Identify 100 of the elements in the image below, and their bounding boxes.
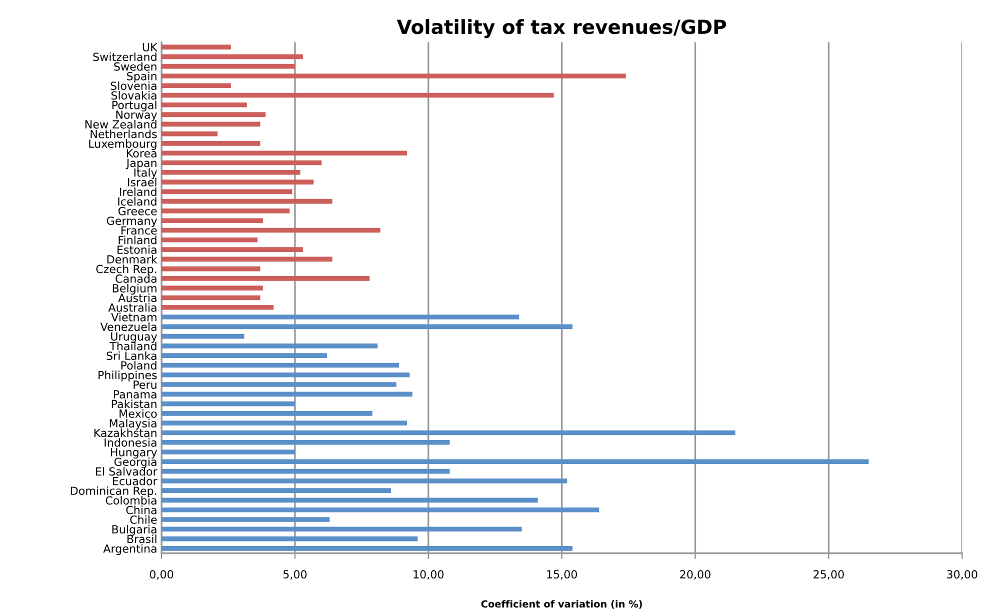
y-tick-label: Georgia (114, 457, 156, 468)
bar (162, 459, 869, 464)
bar (162, 122, 260, 127)
bar (162, 54, 303, 60)
bar (162, 411, 372, 416)
y-tick-label: Sri Lanka (106, 351, 156, 360)
bar (162, 160, 322, 166)
y-tick-label: Israel (128, 178, 156, 186)
y-tick-label: Germany (106, 216, 158, 228)
bar (162, 170, 300, 175)
bar (162, 180, 314, 184)
x-tick-label: 25,00 (814, 570, 844, 580)
y-tick-label: El Salvador (96, 467, 158, 476)
y-tick-label: Vietnam (111, 312, 156, 322)
bar (162, 536, 418, 542)
bar (162, 353, 327, 358)
bar (162, 74, 626, 78)
y-tick-label: Italy (134, 168, 158, 179)
y-tick-label: Finland (118, 236, 156, 244)
bar (162, 83, 231, 88)
y-tick-label: Panama (114, 390, 156, 399)
bar (162, 440, 450, 445)
bar (162, 198, 332, 204)
bar (162, 208, 290, 214)
bar (162, 286, 263, 291)
x-tick-label: 30,00 (947, 570, 978, 580)
y-tick-label: Portugal (112, 100, 156, 112)
bar (162, 488, 392, 493)
x-axis-title: Coefficient of variation (in %) (481, 600, 642, 609)
y-tick-label: Korea (126, 149, 156, 158)
y-tick-label: Denmark (107, 254, 158, 264)
bar (162, 295, 260, 300)
y-tick-label: Venezuela (100, 322, 156, 332)
y-tick-label: Canada (116, 274, 156, 283)
y-tick-label: Malaysia (110, 418, 156, 430)
bar (162, 324, 572, 330)
bar (162, 237, 258, 242)
bar (162, 131, 218, 136)
y-tick-label: Japan (126, 158, 156, 170)
bar (162, 420, 408, 426)
y-tick-label: Greece (118, 206, 157, 216)
chart-title: Volatility of tax revenues/GDP (396, 19, 726, 38)
y-tick-label: Dominican Rep. (70, 486, 156, 498)
bar (162, 189, 292, 194)
y-tick-label: France (121, 226, 157, 235)
bar (162, 44, 231, 50)
y-tick-label: Mexico (120, 409, 157, 418)
y-tick-label: New Zealand (85, 120, 156, 129)
bar (162, 517, 330, 522)
bar (162, 266, 260, 272)
y-tick-label: Bulgaria (112, 524, 156, 536)
x-tick-label: 20,00 (680, 570, 710, 580)
x-tick-label: 10,00 (414, 570, 444, 580)
y-tick-label: Ecuador (113, 476, 158, 486)
y-tick-label: Luxembourg (89, 139, 156, 150)
bar (162, 392, 412, 397)
bar (162, 401, 295, 406)
y-tick-label: Pakistan (112, 400, 156, 408)
x-tick-label: 0,00 (150, 570, 174, 580)
bar (162, 150, 408, 156)
bar (162, 334, 244, 339)
y-tick-label: Chile (130, 515, 157, 524)
y-tick-label: Kazakhstan (94, 428, 156, 438)
y-tick-label: Estonia (118, 245, 156, 254)
y-tick-label: Philippines (98, 370, 157, 382)
bar (162, 372, 410, 378)
bar (162, 468, 450, 474)
bar (162, 218, 263, 224)
bar (162, 92, 554, 98)
bar (162, 450, 295, 454)
y-tick-label: Uruguay (111, 332, 158, 343)
y-tick-label: Spain (127, 72, 156, 83)
bar (162, 102, 247, 108)
bar (162, 141, 260, 146)
bar (162, 478, 568, 484)
y-tick-label: Australia (108, 303, 156, 312)
bar (162, 362, 400, 368)
y-tick-label: China (126, 506, 156, 514)
y-tick-label: Austria (118, 294, 156, 302)
y-tick-label: Indonesia (104, 438, 156, 447)
bar (162, 112, 266, 117)
y-tick-label: Iceland (118, 197, 156, 206)
y-tick-label: Switzerland (93, 52, 156, 62)
y-tick-label: Brasil (127, 534, 156, 544)
y-tick-label: Peru (134, 380, 156, 389)
bar (162, 304, 274, 310)
bar (162, 498, 538, 503)
y-tick-label: Norway (116, 110, 158, 122)
y-tick-label: Hungary (110, 448, 158, 459)
bar (162, 344, 378, 348)
bar (162, 430, 736, 436)
x-tick-label: 15,00 (547, 570, 577, 580)
y-tick-label: Sweden (114, 62, 156, 71)
bar (162, 382, 396, 387)
bar (162, 228, 380, 233)
bar (162, 314, 520, 320)
y-tick-label: Colombia (106, 496, 156, 505)
bar (162, 546, 572, 551)
y-tick-label: Thailand (110, 342, 156, 350)
y-tick-label: Czech Rep. (96, 264, 156, 276)
